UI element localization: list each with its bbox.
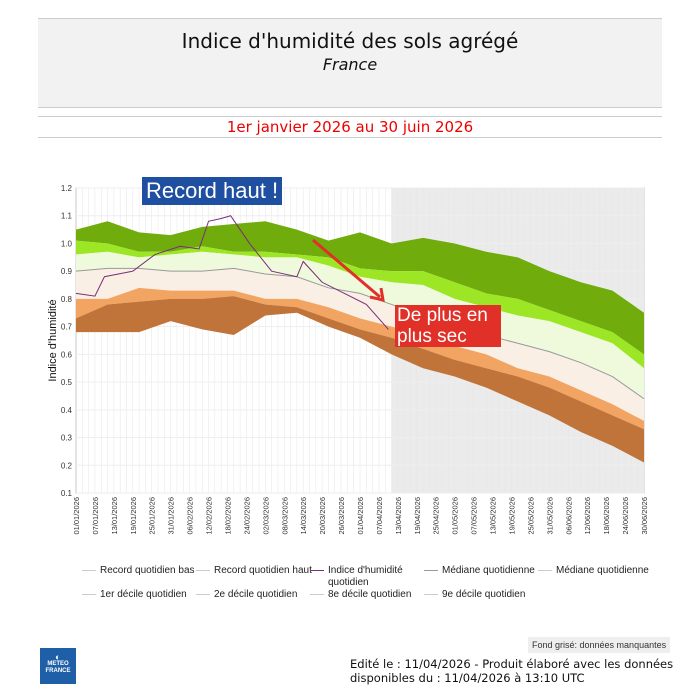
x-tick-label: 07/05/2026 xyxy=(470,497,479,535)
legend-item: 8e décile quotidien xyxy=(310,589,433,601)
band-1er-d-cile-quotidien xyxy=(76,296,644,463)
legend-label: 9e décile quotidien xyxy=(442,589,526,600)
trend-arrow xyxy=(312,238,381,299)
legend-item: Médiane quotidienne xyxy=(424,565,547,577)
y-tick-label: 0.3 xyxy=(61,434,73,443)
y-tick-label: 0.5 xyxy=(61,378,73,387)
dry-annotation: De plus en plus sec xyxy=(395,305,501,347)
period-label: 1er janvier 2026 au 30 juin 2026 xyxy=(38,116,662,138)
x-tick-label: 13/04/2026 xyxy=(394,497,403,535)
x-tick-label: 18/06/2026 xyxy=(602,497,611,535)
x-tick-label: 25/05/2026 xyxy=(526,497,535,535)
y-tick-label: 0.1 xyxy=(61,489,73,498)
x-tick-label: 30/06/2026 xyxy=(640,497,649,535)
band-record-quotidien-haut xyxy=(76,221,644,355)
legend-item: 9e décile quotidien xyxy=(424,589,547,601)
x-tick-label: 25/04/2026 xyxy=(432,497,441,535)
legend-swatch xyxy=(82,594,96,595)
legend-label: Médiane quotidienne xyxy=(556,565,649,576)
legend-item: Record quotidien haut xyxy=(196,565,319,577)
legend-label: Record quotidien haut xyxy=(214,565,312,576)
legend-item: 1er décile quotidien xyxy=(82,589,205,601)
x-tick-label: 31/01/2026 xyxy=(167,497,176,535)
x-tick-label: 13/01/2026 xyxy=(110,497,119,535)
x-tick-label: 24/02/2026 xyxy=(242,497,251,535)
legend-label: 1er décile quotidien xyxy=(100,589,187,600)
x-tick-label: 02/03/2026 xyxy=(261,497,270,535)
x-tick-label: 08/03/2026 xyxy=(280,497,289,535)
x-tick-label: 14/03/2026 xyxy=(299,497,308,535)
band-9e-d-cile-quotidien xyxy=(76,240,644,369)
x-tick-label: 19/01/2026 xyxy=(129,497,138,535)
legend-swatch xyxy=(310,594,324,595)
legend-item: Indice d'humidité quotidien xyxy=(310,565,433,589)
y-tick-label: 0.6 xyxy=(61,350,73,359)
band-m-diane-quotidienne xyxy=(76,268,644,421)
meteo-france-logo: ◐ METEO FRANCE xyxy=(40,648,76,684)
edited-line: Edité le : 11/04/2026 - Produit élaboré … xyxy=(350,657,674,671)
x-tick-label: 24/06/2026 xyxy=(621,497,630,535)
legend-swatch xyxy=(196,594,210,595)
band-2e-d-cile-quotidien xyxy=(76,287,644,430)
chart: 0.1 0.2 0.3 0.4 0.5 0.6 0.7 0.8 0.9 1.0 1.1 1.2 01/0… xyxy=(47,184,649,535)
missing-data-note: Fond grisé: données manquantes xyxy=(528,637,671,653)
legend-swatch xyxy=(310,570,324,571)
legend-item: Record quotidien bas xyxy=(82,565,205,577)
x-tick-label: 20/03/2026 xyxy=(318,497,327,535)
legend-label: Indice d'humidité quotidien xyxy=(328,565,403,588)
chart-subtitle: France xyxy=(322,55,378,74)
legend-label: 2e décile quotidien xyxy=(214,589,298,600)
x-tick-label: 18/02/2026 xyxy=(223,497,232,535)
legend-label: Médiane quotidienne xyxy=(442,565,535,576)
legend-swatch xyxy=(196,570,210,571)
y-tick-label: 1.2 xyxy=(61,184,73,193)
chart-title: Indice d'humidité des sols agrégé xyxy=(181,29,519,53)
y-tick-label: 0.2 xyxy=(61,461,73,470)
x-tick-label: 19/05/2026 xyxy=(507,497,516,535)
x-tick-label: 12/06/2026 xyxy=(583,497,592,535)
x-tick-label: 01/01/2026 xyxy=(72,497,81,535)
x-tick-label: 25/01/2026 xyxy=(148,497,157,535)
median-line xyxy=(75,267,645,400)
legend-swatch xyxy=(424,594,438,595)
edition-info: Edité le : 11/04/2026 - Produit élaboré … xyxy=(350,657,673,685)
x-tick-label: 31/05/2026 xyxy=(545,497,554,535)
trend-arrow-head xyxy=(369,287,385,302)
x-tick-label: 01/04/2026 xyxy=(356,497,365,535)
legend-item: Médiane quotidienne xyxy=(538,565,661,577)
record-high-annotation: Record haut ! xyxy=(142,177,283,205)
legend-item: 2e décile quotidien xyxy=(196,589,319,601)
available-line: disponibles du : 11/04/2026 à 13:10 UTC xyxy=(350,671,585,685)
y-tick-label: 0.7 xyxy=(61,323,73,332)
x-tick-label: 26/03/2026 xyxy=(337,497,346,535)
legend-swatch xyxy=(538,570,552,571)
y-tick-label: 1.0 xyxy=(61,239,73,248)
x-tick-label: 01/05/2026 xyxy=(451,497,460,535)
x-tick-label: 07/04/2026 xyxy=(375,497,384,535)
y-tick-label: 0.4 xyxy=(61,406,73,415)
y-tick-label: 1.1 xyxy=(61,212,73,221)
title-box: Indice d'humidité des sols agrégé France xyxy=(38,18,662,108)
y-axis-label: Indice d'humidité xyxy=(47,299,59,381)
x-tick-label: 06/02/2026 xyxy=(186,497,195,535)
y-tick-label: 0.9 xyxy=(61,267,73,276)
legend-swatch xyxy=(82,570,96,571)
x-tick-label: 07/01/2026 xyxy=(91,497,100,535)
legend-swatch xyxy=(424,570,438,571)
x-tick-label: 06/06/2026 xyxy=(564,497,573,535)
y-tick-label: 0.8 xyxy=(61,295,73,304)
x-tick-label: 13/05/2026 xyxy=(489,497,498,535)
x-tick-label: 19/04/2026 xyxy=(413,497,422,535)
index-line xyxy=(75,215,389,330)
legend-label: Record quotidien bas xyxy=(100,565,195,576)
legend-label: 8e décile quotidien xyxy=(328,589,412,600)
x-tick-label: 12/02/2026 xyxy=(205,497,214,535)
